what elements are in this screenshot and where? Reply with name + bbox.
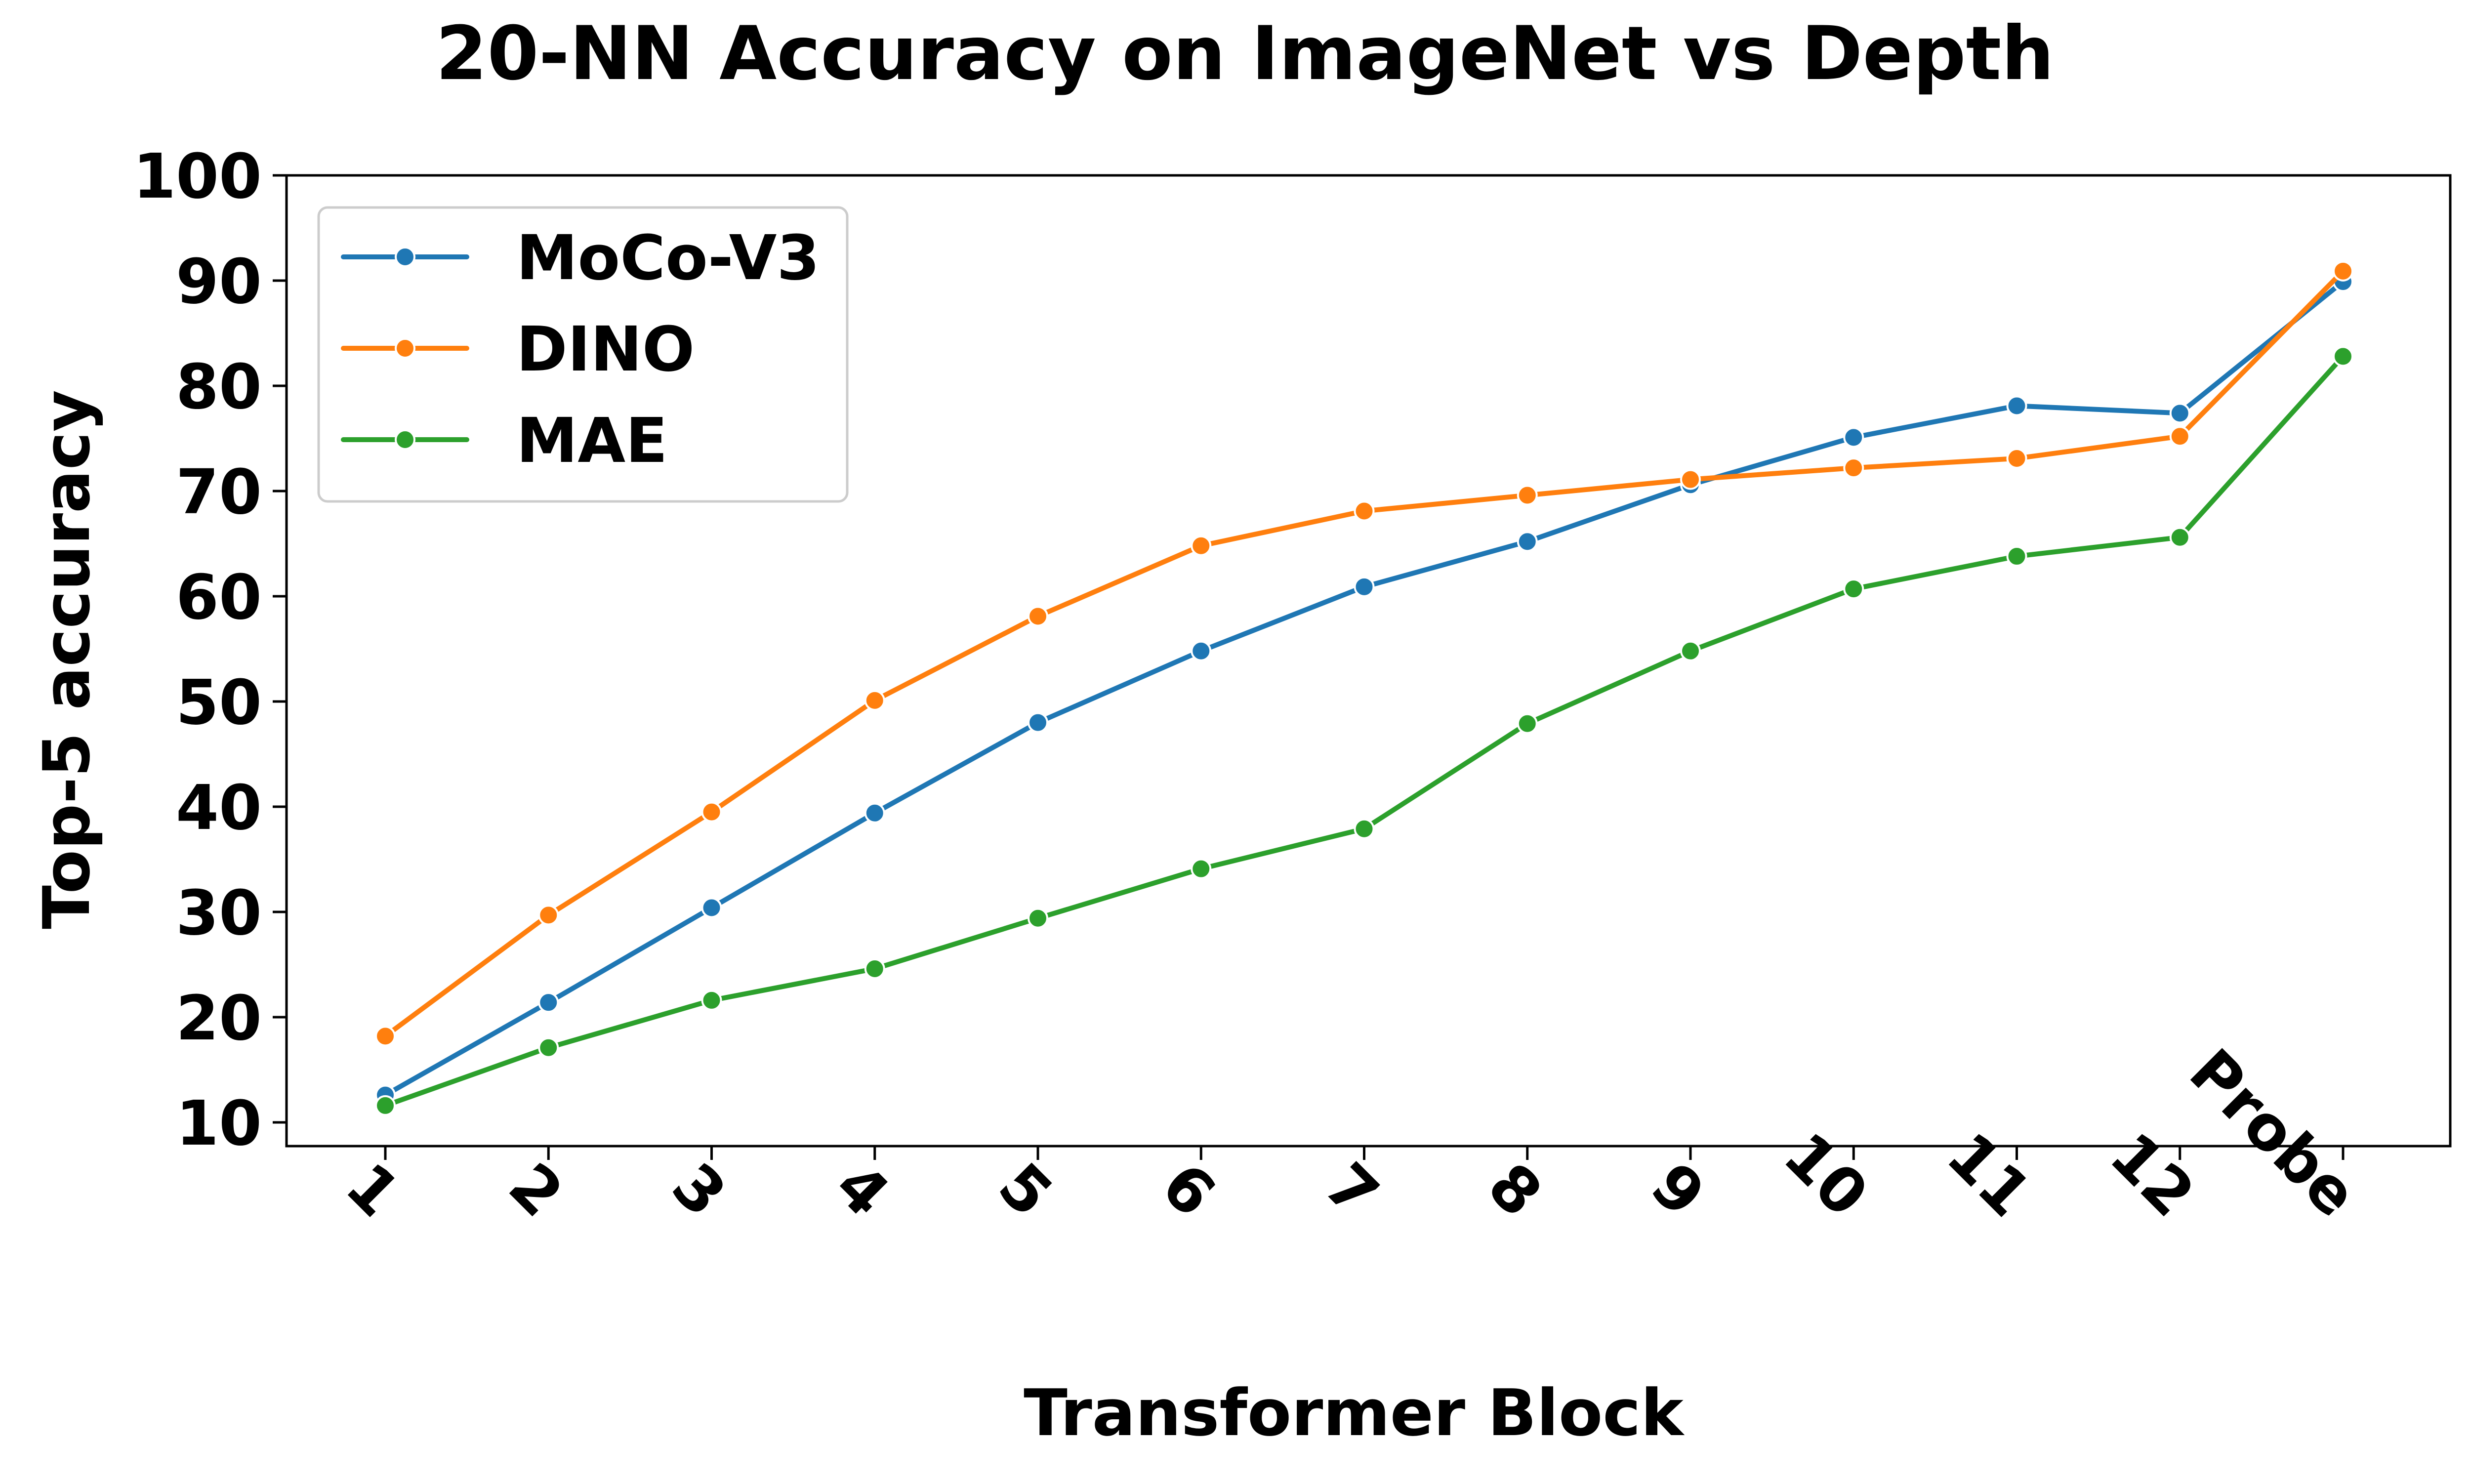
data-point xyxy=(1680,640,1701,661)
data-point xyxy=(2006,546,2027,567)
data-point xyxy=(864,802,885,824)
y-tick-label: 80 xyxy=(176,351,262,423)
data-point xyxy=(375,1026,396,1047)
data-point xyxy=(375,1095,396,1116)
data-point xyxy=(538,1037,559,1058)
data-point xyxy=(1354,500,1375,522)
legend-label: DINO xyxy=(516,314,695,385)
y-tick-label: 90 xyxy=(176,246,262,318)
data-point xyxy=(701,801,722,823)
legend-box xyxy=(317,206,849,503)
y-tick-label: 100 xyxy=(133,141,262,212)
data-point xyxy=(2169,426,2190,447)
data-point xyxy=(1354,576,1375,597)
series-dino xyxy=(375,260,2353,1047)
legend-item: MoCo-V3 xyxy=(341,222,820,294)
data-point xyxy=(1680,469,1701,490)
data-point xyxy=(1028,907,1048,929)
y-tick-label: 30 xyxy=(176,877,262,949)
data-point xyxy=(2333,260,2353,282)
data-point xyxy=(1517,713,1538,734)
y-axis-label: Top-5 accuracy xyxy=(29,390,104,929)
plot-frame xyxy=(285,174,2452,1148)
data-point xyxy=(2006,448,2027,469)
legend-item: DINO xyxy=(341,314,695,385)
legend-label: MoCo-V3 xyxy=(516,222,820,294)
legend: MoCo-V3 DINO MAE xyxy=(317,206,849,503)
data-point xyxy=(1354,818,1375,839)
data-point xyxy=(2169,527,2190,548)
data-point xyxy=(1517,531,1538,552)
y-tick-label: 20 xyxy=(176,983,262,1054)
legend-item: MAE xyxy=(341,405,668,477)
data-point xyxy=(701,897,722,918)
data-point xyxy=(1191,858,1212,879)
y-tick-label: 40 xyxy=(176,772,262,844)
data-point xyxy=(2006,395,2027,416)
data-point xyxy=(2333,346,2353,367)
data-point xyxy=(1517,485,1538,506)
y-tick-label: 70 xyxy=(176,456,262,528)
legend-swatch-marker xyxy=(395,247,415,267)
legend-label: MAE xyxy=(516,405,668,477)
data-point xyxy=(864,958,885,980)
y-axis: 10 20 30 40 50 60 70 80 90 100 xyxy=(133,141,287,1159)
data-point xyxy=(1843,427,1864,448)
data-point xyxy=(1191,535,1212,556)
data-point xyxy=(1028,712,1048,733)
data-point xyxy=(538,992,559,1013)
legend-swatch-marker xyxy=(395,429,415,450)
data-point xyxy=(1191,640,1212,661)
data-point xyxy=(2169,403,2190,424)
data-point xyxy=(1843,457,1864,479)
plot-area xyxy=(285,174,2452,1148)
y-tick-label: 50 xyxy=(176,667,262,739)
data-point xyxy=(701,989,722,1011)
series-mae xyxy=(375,346,2353,1116)
legend-swatch-marker xyxy=(395,338,415,359)
series-layer xyxy=(375,260,2353,1116)
x-axis-label: Transformer Block xyxy=(1024,1375,1685,1450)
data-point xyxy=(538,905,559,926)
chart-title: 20-NN Accuracy on ImageNet vs Depth xyxy=(436,11,2054,97)
data-point xyxy=(1843,578,1864,600)
data-point xyxy=(864,690,885,711)
data-point xyxy=(1028,606,1048,627)
y-tick-label: 60 xyxy=(176,562,262,633)
y-tick-label: 10 xyxy=(176,1088,262,1159)
